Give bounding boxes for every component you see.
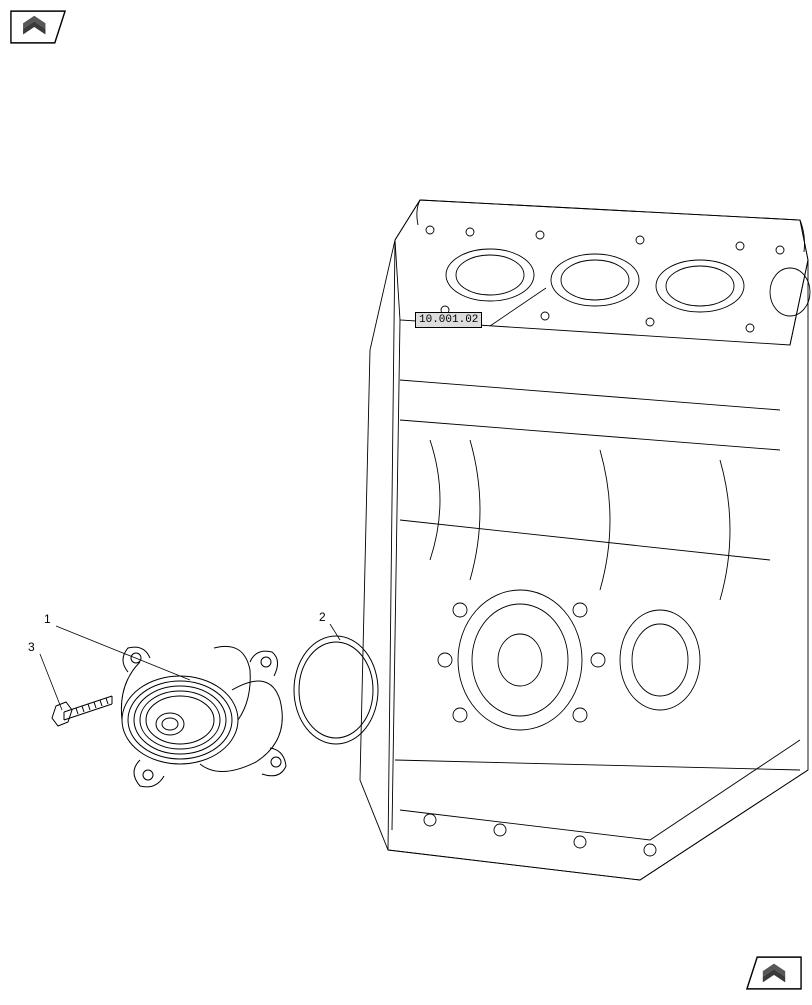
exploded-diagram bbox=[0, 0, 812, 1000]
engine-block bbox=[360, 200, 810, 880]
part-3-bolt bbox=[52, 696, 112, 726]
callout-1: 1 bbox=[44, 612, 51, 626]
part-2-oring bbox=[294, 636, 378, 744]
part-1-waterpump bbox=[121, 646, 286, 787]
callout-2: 2 bbox=[319, 610, 326, 624]
callout-3: 3 bbox=[28, 640, 35, 654]
reference-box: 10.001.02 bbox=[415, 312, 482, 328]
